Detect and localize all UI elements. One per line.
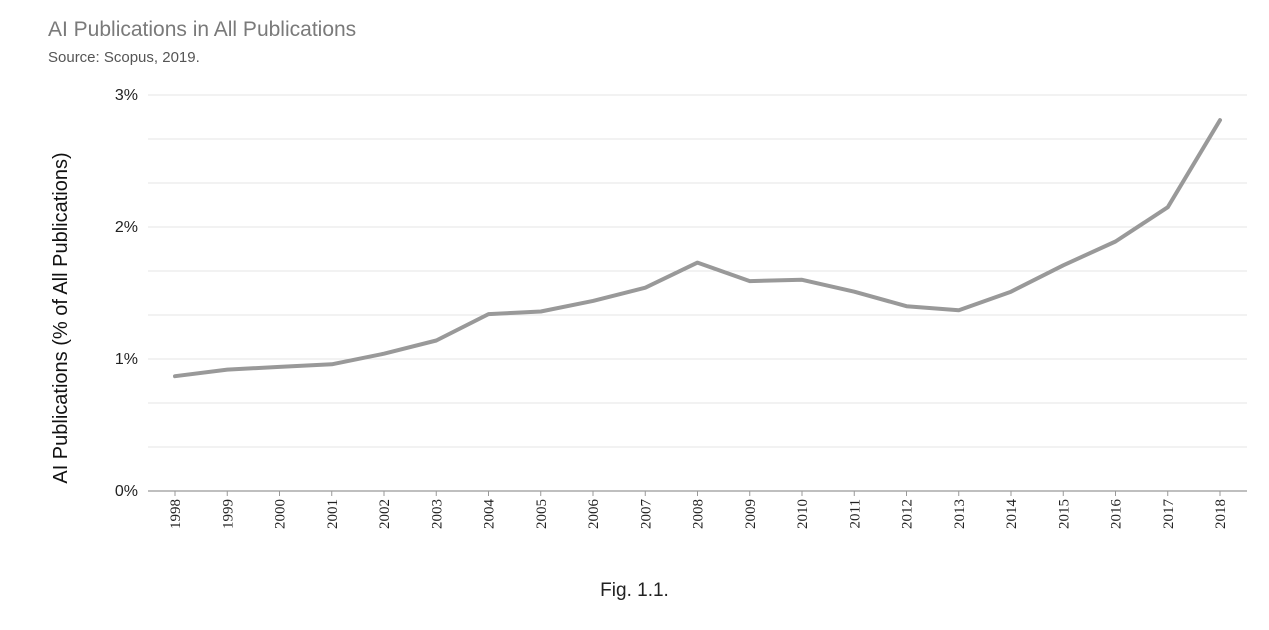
x-tick-label: 2017 [1161, 499, 1177, 530]
data-point [383, 353, 385, 355]
y-tick-label: 1% [115, 351, 138, 368]
x-tick-label: 2012 [900, 499, 916, 529]
data-point [1010, 291, 1012, 293]
x-tick-label: 2015 [1056, 499, 1072, 529]
x-tick-label: 2002 [377, 499, 393, 529]
x-axis-ticks: 1998 1999 2000 2001 2002 2003 2004 2005 2006 2007… [168, 491, 1229, 529]
data-point [906, 305, 907, 307]
data-point [540, 310, 542, 312]
data-point [488, 313, 489, 315]
x-tick-label: 2013 [952, 499, 968, 529]
data-point [644, 287, 646, 289]
data-point [226, 369, 228, 371]
y-tick-label: 2% [115, 219, 138, 236]
x-tick-label: 2011 [847, 499, 863, 528]
data-point [279, 366, 280, 368]
x-tick-label: 2010 [795, 499, 811, 529]
x-tick-label: 2014 [1004, 499, 1020, 530]
x-tick-label: 2008 [691, 499, 707, 529]
y-axis-label: AI Publications (% of All Publications) [50, 152, 72, 483]
chart-subtitle: Source: Scopus, 2019. [48, 49, 200, 66]
figure-caption: Fig. 1.1. [600, 580, 669, 601]
y-axis-ticks: 0% 1% 2% 3% [115, 87, 138, 500]
x-tick-label: 2003 [429, 499, 445, 529]
series-line [173, 118, 1222, 379]
data-point [435, 340, 437, 342]
x-tick-label: 2009 [743, 499, 759, 529]
data-point [1115, 241, 1116, 243]
x-tick-label: 2016 [1109, 499, 1125, 530]
data-point [749, 280, 751, 282]
data-point [174, 375, 176, 377]
x-tick-label: 2001 [325, 499, 341, 529]
x-tick-label: 2000 [273, 499, 289, 529]
data-point [1219, 119, 1221, 121]
data-point [592, 300, 594, 302]
data-point [801, 279, 803, 281]
x-tick-label: 2018 [1213, 499, 1229, 529]
data-point [958, 309, 960, 311]
x-tick-label: 2007 [638, 499, 654, 530]
x-tick-label: 2005 [534, 499, 550, 529]
y-tick-label: 0% [115, 483, 138, 500]
x-tick-label: 2006 [586, 499, 602, 530]
y-tick-label: 3% [115, 87, 138, 104]
x-tick-label: 1998 [168, 499, 184, 529]
data-point [1167, 206, 1169, 208]
series-group [173, 118, 1222, 379]
x-tick-label: 2004 [482, 499, 498, 530]
chart-title: AI Publications in All Publications [48, 18, 357, 41]
data-point [331, 363, 333, 365]
data-point [697, 262, 698, 264]
x-tick-label: 1999 [220, 499, 236, 529]
data-point [1062, 264, 1064, 266]
gridlines [148, 94, 1247, 448]
data-point [853, 291, 855, 293]
